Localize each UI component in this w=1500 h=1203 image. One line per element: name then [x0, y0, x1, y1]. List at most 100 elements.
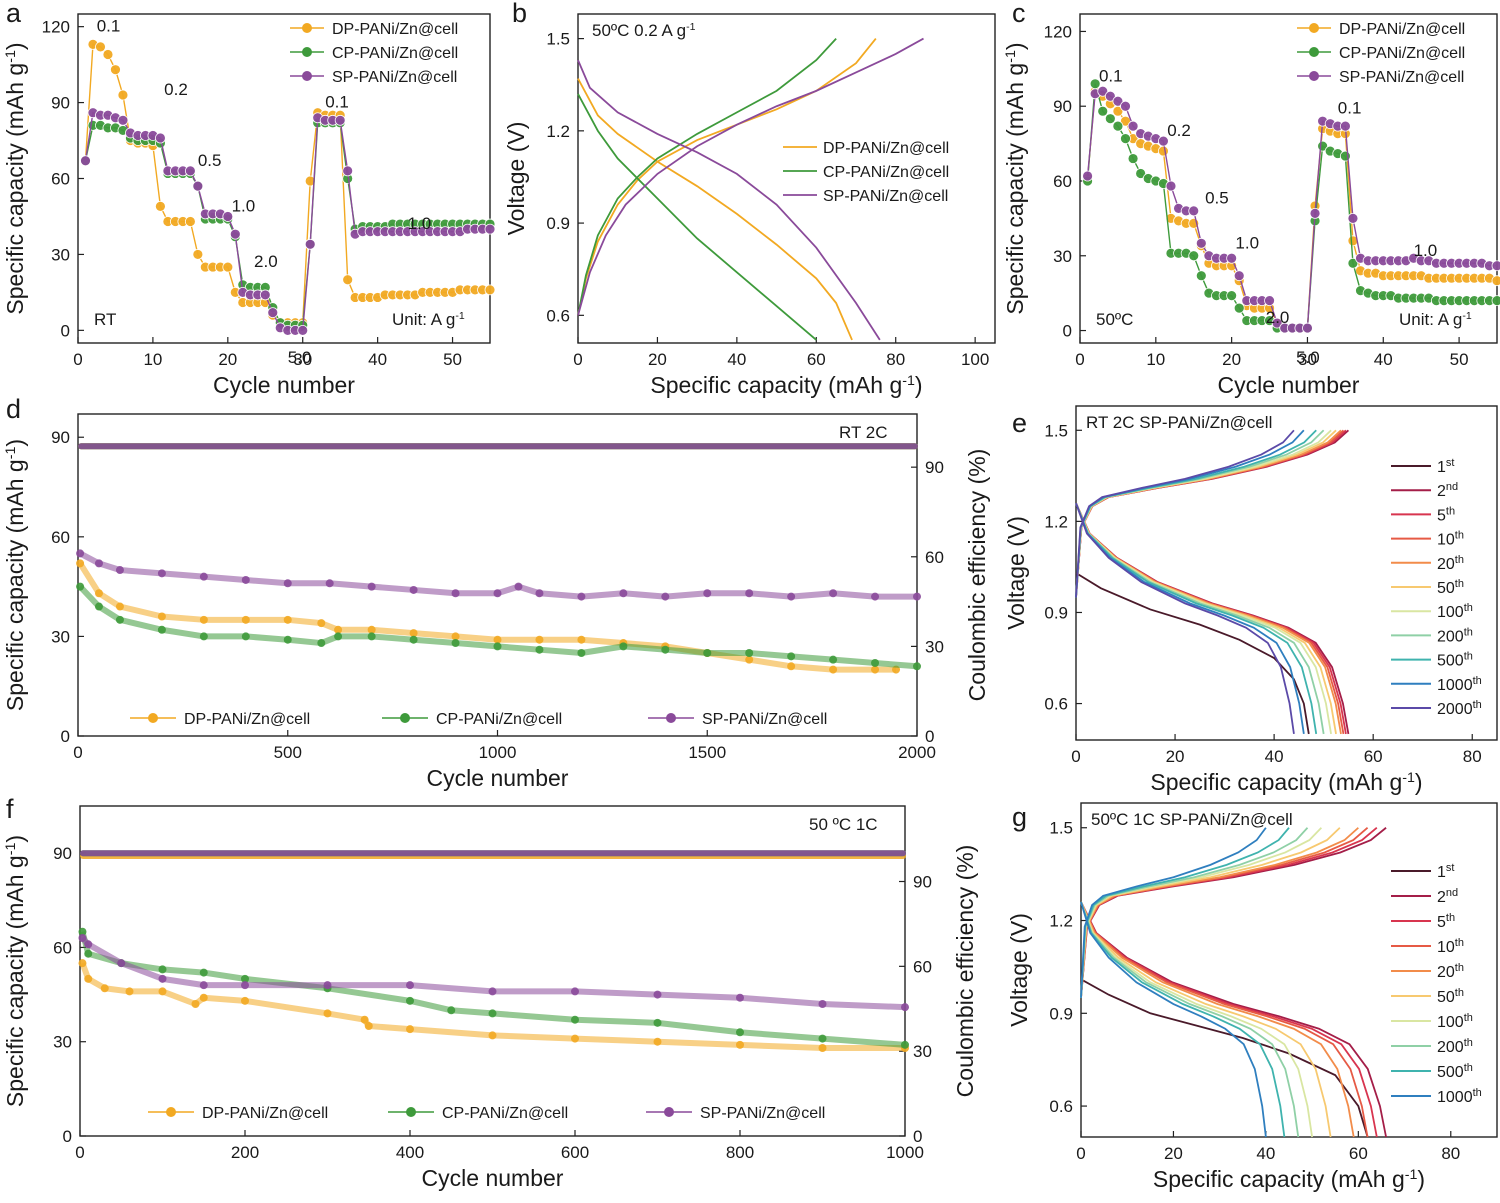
legend-marker: [400, 713, 410, 723]
legend-label: CP-PANi/Zn@cell: [332, 45, 458, 62]
data-point: [157, 569, 166, 578]
data-point: [1491, 260, 1500, 272]
x-tick-label: 100: [961, 350, 989, 369]
x-tick-label: 40: [727, 350, 746, 369]
data-point: [406, 1025, 414, 1034]
y2-tick-label: 90: [913, 873, 932, 892]
x-axis-label: Cycle number: [427, 765, 569, 791]
x-tick-label: 400: [396, 1143, 424, 1162]
y-axis-label: Specific capacity (mAh g-1): [1002, 42, 1028, 314]
curve-charge: [1075, 429, 1305, 598]
data-point: [736, 1040, 744, 1049]
data-point: [1264, 295, 1275, 307]
data-point: [367, 625, 376, 634]
data-point: [1339, 120, 1351, 132]
x-tick-label: 600: [561, 1143, 589, 1162]
legend-label: 10th: [1437, 530, 1464, 549]
panel-label-a: a: [6, 0, 22, 28]
x-tick-label: 20: [218, 350, 237, 369]
data-point: [787, 662, 796, 671]
data-point: [406, 981, 414, 990]
condition-label: 50ºC 1C SP-PANi/Zn@cell: [1091, 810, 1293, 829]
curve-charge: [1075, 429, 1347, 598]
data-point: [484, 284, 496, 296]
y2-axis-label: Coulombic efficiency (%): [964, 449, 990, 702]
y2-tick-label: 60: [913, 957, 932, 976]
condition-label: 50ºC: [1096, 310, 1133, 329]
curve-charge: [1080, 827, 1323, 998]
curve-discharge: [1080, 901, 1387, 1138]
data-point: [818, 1044, 827, 1052]
x-tick-label: 20: [1164, 1144, 1183, 1163]
data-point: [184, 216, 196, 227]
curve-charge: [1080, 827, 1387, 998]
data-point: [736, 1028, 744, 1037]
data-point: [334, 114, 346, 126]
x-tick-label: 0: [73, 743, 82, 762]
curve-charge: [577, 37, 837, 316]
data-point: [367, 632, 376, 641]
curve-charge: [1080, 827, 1290, 998]
data-point: [1347, 212, 1359, 224]
legend-label: 100th: [1437, 1012, 1473, 1031]
data-point: [241, 632, 250, 641]
data-point: [1188, 250, 1200, 262]
data-point: [1082, 170, 1093, 182]
data-point: [818, 1000, 827, 1008]
x-tick-label: 10: [1146, 350, 1165, 369]
legend-label: DP-PANi/Zn@cell: [332, 21, 458, 38]
curve-charge: [1075, 429, 1295, 598]
x-tick-label: 40: [1374, 350, 1393, 369]
data-point: [297, 324, 309, 336]
data-point: [913, 662, 921, 671]
plot-frame: [1079, 13, 1498, 344]
data-point: [191, 1000, 200, 1008]
data-point: [1104, 90, 1116, 102]
rate-label: 1.0: [232, 196, 256, 215]
data-point: [577, 635, 586, 644]
data-point: [577, 649, 586, 658]
rate-label: 5.0: [1296, 348, 1320, 367]
data-point: [1112, 120, 1124, 132]
curve-discharge: [1075, 502, 1295, 735]
rate-label: 0.1: [325, 93, 349, 112]
data-point: [102, 49, 114, 60]
data-point: [1271, 317, 1283, 329]
y2-tick-label: 0: [913, 1127, 922, 1146]
data-point: [325, 579, 334, 588]
data-point: [1491, 275, 1500, 287]
data-point: [157, 625, 166, 634]
rate-label: 0.5: [198, 151, 222, 170]
data-point: [1347, 257, 1359, 269]
data-point: [409, 585, 418, 594]
y-tick-label: 60: [1053, 172, 1072, 191]
x-axis-label: Cycle number: [1218, 372, 1360, 398]
y-tick-label: 0: [1063, 322, 1072, 341]
curve-charge: [1075, 429, 1345, 598]
y-tick-label: 90: [53, 844, 72, 863]
data-point: [913, 592, 921, 601]
data-point: [323, 981, 332, 990]
data-point: [1226, 290, 1238, 302]
legend-label: 5th: [1437, 912, 1455, 931]
data-point: [317, 639, 326, 648]
legend-marker: [148, 713, 158, 723]
y-tick-label: 0: [63, 1127, 72, 1146]
rate-label: 0.5: [1205, 188, 1229, 207]
data-point: [241, 974, 249, 983]
data-point: [78, 927, 87, 936]
data-point: [451, 639, 460, 648]
data-point: [360, 1015, 369, 1024]
legend-marker: [302, 47, 312, 57]
curve-discharge: [1075, 502, 1350, 735]
plot-frame: [79, 805, 906, 1137]
x-tick-label: 20: [648, 350, 667, 369]
legend-label: DP-PANi/Zn@cell: [823, 140, 949, 157]
x-tick-label: 800: [726, 1143, 754, 1162]
y2-tick-label: 90: [925, 458, 944, 477]
data-point: [745, 589, 754, 598]
y-tick-label: 1.2: [1049, 912, 1073, 931]
data-point: [619, 642, 628, 651]
x-tick-label: 60: [1349, 1144, 1368, 1163]
